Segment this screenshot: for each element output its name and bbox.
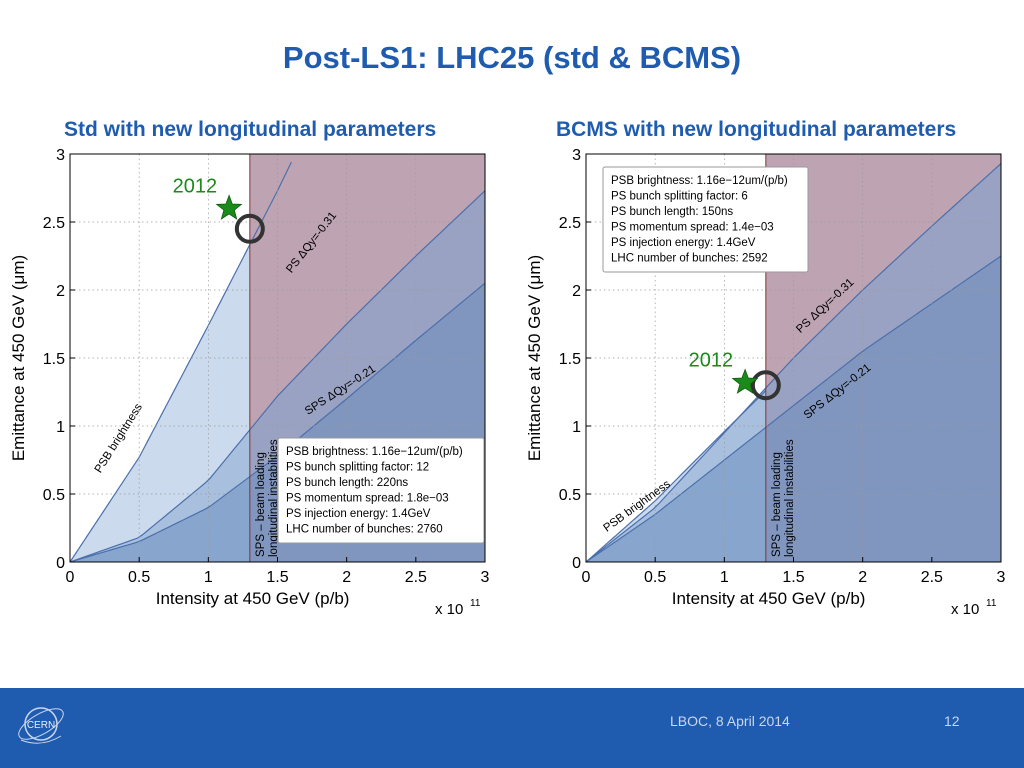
info-box xyxy=(602,166,809,273)
x-tick-label: 1.5 xyxy=(266,569,288,586)
info-box-line: PS bunch splitting factor: 12 xyxy=(286,462,429,474)
info-box-line: LHC number of bunches: 2760 xyxy=(286,524,443,536)
info-box-line: PS injection energy: 1.4GeV xyxy=(611,237,756,249)
x-axis-label: Intensity at 450 GeV (p/b) xyxy=(672,589,866,608)
x-tick-label: 1.5 xyxy=(782,569,804,586)
y-tick-label: 2.5 xyxy=(43,215,65,232)
y-tick-label: 0.5 xyxy=(559,487,581,504)
x-multiplier-exp: 11 xyxy=(986,598,997,609)
y-axis-label: Emittance at 450 GeV (μm) xyxy=(525,255,544,461)
label-2012: 2012 xyxy=(173,175,218,197)
y-tick-label: 0 xyxy=(572,555,581,572)
x-multiplier-exp: 11 xyxy=(470,598,481,609)
x-axis-label: Intensity at 450 GeV (p/b) xyxy=(156,589,350,608)
info-box-line: PSB brightness: 1.16e−12um/(p/b) xyxy=(286,446,463,458)
beam-loading-label-2: longitudinal instabilities xyxy=(784,439,796,557)
operating-point-circle xyxy=(234,213,265,244)
x-tick-label: 2.5 xyxy=(405,569,427,586)
footer: CERN LBOC, 8 April 2014 12 xyxy=(0,688,1024,768)
x-tick-label: 2 xyxy=(858,569,867,586)
y-tick-label: 2 xyxy=(56,283,65,300)
info-box-line: PS momentum spread: 1.8e−03 xyxy=(286,493,449,505)
series-line-0 xyxy=(70,161,292,562)
y-tick-label: 3 xyxy=(572,147,581,164)
y-tick-label: 3 xyxy=(56,147,65,164)
beam-loading-label-1: SPS – beam loading xyxy=(255,452,267,557)
x-tick-label: 0.5 xyxy=(128,569,150,586)
x-tick-label: 0.5 xyxy=(644,569,666,586)
info-box-line: PS bunch length: 220ns xyxy=(286,477,408,489)
label-2012: 2012 xyxy=(689,349,734,371)
y-tick-label: 2.5 xyxy=(559,215,581,232)
x-tick-label: 0 xyxy=(582,569,591,586)
x-tick-label: 3 xyxy=(481,569,490,586)
sps-area xyxy=(586,256,1001,562)
panel-title-bcms: BCMS with new longitudinal parameters xyxy=(556,118,957,141)
x-tick-label: 1 xyxy=(720,569,729,586)
beam-loading-label-2: longitudinal instabilities xyxy=(268,439,280,557)
info-box-line: PS bunch splitting factor: 6 xyxy=(611,191,748,203)
operating-point-circle xyxy=(750,370,781,401)
info-box-line: PS injection energy: 1.4GeV xyxy=(286,508,431,520)
x-tick-label: 0 xyxy=(66,569,75,586)
footer-date: LBOC, 8 April 2014 xyxy=(670,713,790,729)
page-number: 12 xyxy=(944,713,960,729)
info-box-line: PS momentum spread: 1.4e−03 xyxy=(611,222,774,234)
x-tick-label: 1 xyxy=(204,569,213,586)
y-tick-label: 2 xyxy=(572,283,581,300)
chart-1: 0 0.5 1 1.5 2 2.5 3 0 0.5 1 1.5 2 2.5 3 Intensity at 4… xyxy=(525,147,1006,618)
cern-logo-icon: CERN xyxy=(18,707,64,744)
y-tick-label: 1.5 xyxy=(559,351,581,368)
y-tick-label: 1.5 xyxy=(43,351,65,368)
info-box xyxy=(277,437,485,544)
slide-title: Post-LS1: LHC25 (std & BCMS) xyxy=(282,40,742,75)
cern-logo-text: CERN xyxy=(27,720,55,731)
y-tick-label: 0 xyxy=(56,555,65,572)
x-multiplier: x 10 xyxy=(435,601,463,618)
star-2012-icon xyxy=(215,194,243,220)
info-box-line: PS bunch length: 150ns xyxy=(611,206,733,218)
panel-title-std: Std with new longitudinal parameters xyxy=(64,118,437,141)
star-2012-icon xyxy=(731,368,759,394)
y-tick-label: 1 xyxy=(572,419,581,436)
beam-loading-label-1: SPS – beam loading xyxy=(771,452,783,557)
x-tick-label: 2 xyxy=(342,569,351,586)
info-box-line: LHC number of bunches: 2592 xyxy=(611,253,768,265)
x-tick-label: 3 xyxy=(997,569,1006,586)
charts-canvas: 0 0.5 1 1.5 2 2.5 3 0 0.5 1 1.5 2 2.5 3 Intensity at 4… xyxy=(9,147,1006,618)
y-tick-label: 0.5 xyxy=(43,487,65,504)
x-multiplier: x 10 xyxy=(951,601,979,618)
x-tick-label: 2.5 xyxy=(921,569,943,586)
chart-0: 0 0.5 1 1.5 2 2.5 3 0 0.5 1 1.5 2 2.5 3 Intensity at 4… xyxy=(9,147,490,618)
y-axis-label: Emittance at 450 GeV (μm) xyxy=(9,255,28,461)
y-tick-label: 1 xyxy=(56,419,65,436)
info-box-line: PSB brightness: 1.16e−12um/(p/b) xyxy=(611,175,788,187)
